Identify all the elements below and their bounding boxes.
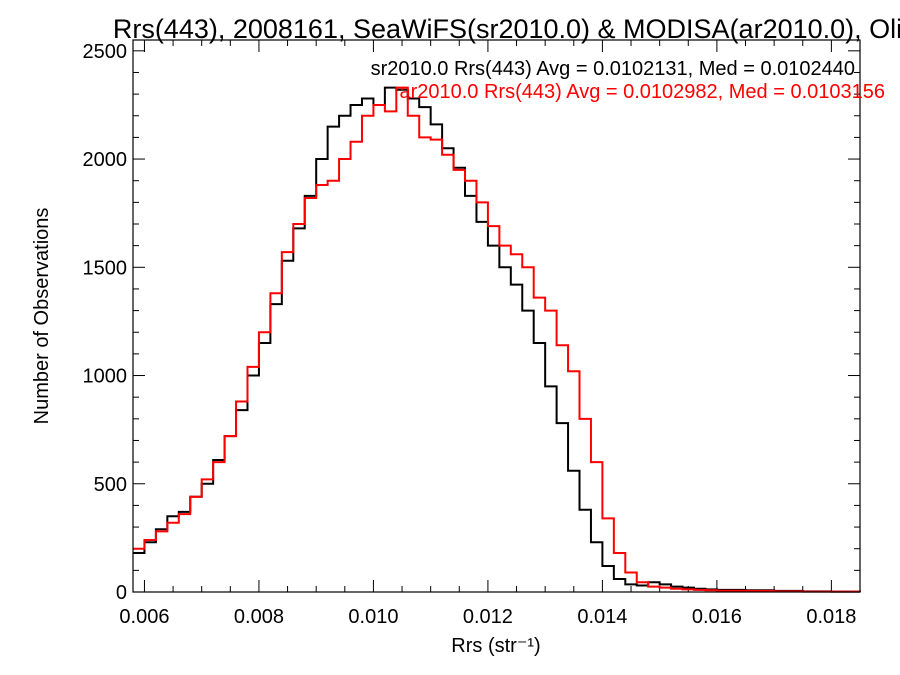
y-axis-label: Number of Observations	[31, 208, 53, 425]
y-tick-label: 1500	[83, 257, 128, 279]
series-red-line	[133, 86, 861, 593]
x-axis-label: Rrs (str⁻¹)	[451, 635, 540, 657]
x-tick-label: 0.014	[577, 606, 627, 628]
y-tick-label: 0	[116, 582, 127, 604]
y-tick-label: 2000	[83, 149, 128, 171]
x-tick-label: 0.018	[806, 606, 856, 628]
y-tick-label: 2500	[83, 41, 128, 63]
x-tick-label: 0.016	[692, 606, 742, 628]
x-tick-label: 0.006	[119, 606, 169, 628]
x-tick-label: 0.008	[234, 606, 284, 628]
x-tick-label: 0.010	[348, 606, 398, 628]
x-tick-label: 0.012	[463, 606, 513, 628]
y-tick-label: 1000	[83, 366, 128, 388]
y-tick-label: 500	[94, 474, 127, 496]
series-black-line	[133, 86, 861, 593]
legend-entry-red: ar2010.0 Rrs(443) Avg = 0.0102982, Med =…	[399, 81, 885, 103]
chart-title: Rrs(443), 2008161, SeaWiFS(sr2010.0) & M…	[113, 14, 900, 44]
plot-frame	[132, 39, 861, 593]
legend-entry-black: sr2010.0 Rrs(443) Avg = 0.0102131, Med =…	[371, 58, 855, 80]
